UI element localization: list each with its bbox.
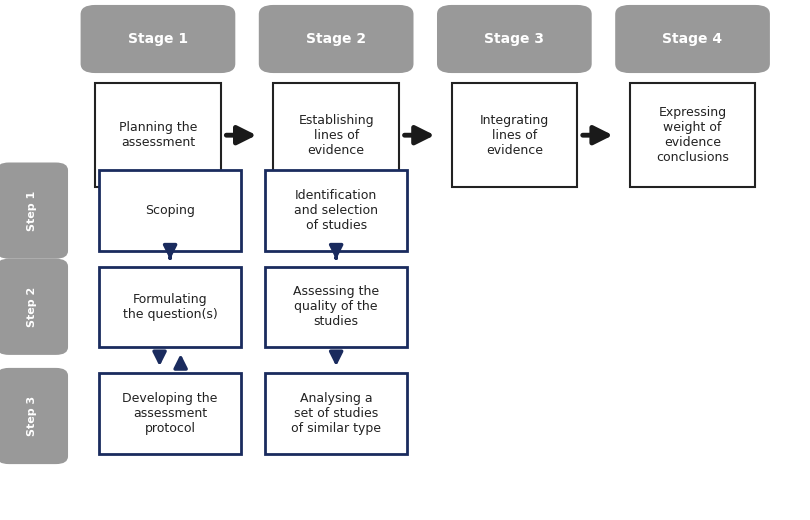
FancyBboxPatch shape (0, 162, 68, 259)
Text: Stage 2: Stage 2 (306, 32, 366, 46)
Text: Scoping: Scoping (145, 204, 195, 217)
Text: Stage 4: Stage 4 (663, 32, 723, 46)
Text: Identification
and selection
of studies: Identification and selection of studies (294, 189, 378, 232)
Text: Assessing the
quality of the
studies: Assessing the quality of the studies (293, 285, 379, 328)
FancyBboxPatch shape (630, 83, 755, 187)
Text: Step 1: Step 1 (28, 190, 37, 231)
FancyBboxPatch shape (96, 83, 220, 187)
FancyBboxPatch shape (273, 83, 399, 187)
FancyBboxPatch shape (266, 171, 407, 251)
FancyBboxPatch shape (0, 368, 68, 464)
FancyBboxPatch shape (99, 266, 241, 347)
FancyBboxPatch shape (266, 266, 407, 347)
Text: Establishing
lines of
evidence: Establishing lines of evidence (298, 114, 374, 157)
FancyBboxPatch shape (616, 5, 770, 73)
FancyBboxPatch shape (99, 373, 241, 453)
Text: Integrating
lines of
evidence: Integrating lines of evidence (480, 114, 549, 157)
FancyBboxPatch shape (0, 259, 68, 355)
Text: Step 3: Step 3 (28, 396, 37, 436)
Text: Planning the
assessment: Planning the assessment (119, 121, 197, 149)
FancyBboxPatch shape (99, 171, 241, 251)
Text: Step 2: Step 2 (28, 287, 37, 327)
FancyBboxPatch shape (452, 83, 577, 187)
Text: Developing the
assessment
protocol: Developing the assessment protocol (122, 392, 218, 435)
Text: Formulating
the question(s): Formulating the question(s) (123, 293, 217, 321)
Text: Stage 3: Stage 3 (484, 32, 544, 46)
FancyBboxPatch shape (258, 5, 413, 73)
FancyBboxPatch shape (266, 373, 407, 453)
FancyBboxPatch shape (437, 5, 591, 73)
Text: Stage 1: Stage 1 (128, 32, 188, 46)
FancyBboxPatch shape (80, 5, 235, 73)
Text: Expressing
weight of
evidence
conclusions: Expressing weight of evidence conclusion… (656, 106, 729, 164)
Text: Analysing a
set of studies
of similar type: Analysing a set of studies of similar ty… (291, 392, 382, 435)
